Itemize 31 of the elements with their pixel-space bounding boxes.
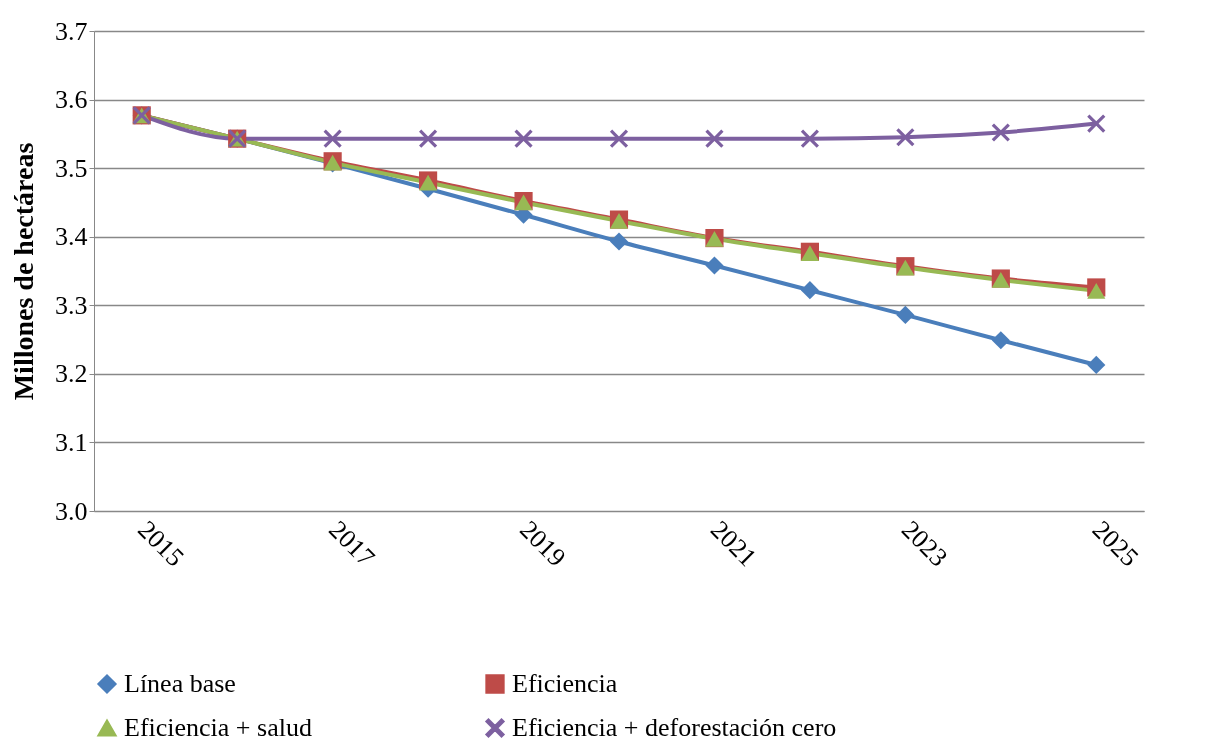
y-tick-label: 3.1: [55, 427, 88, 457]
legend-label: Eficiencia: [512, 669, 618, 698]
y-axis-title: Millones de hectáreas: [8, 142, 39, 401]
point: [323, 129, 342, 148]
point: [1087, 114, 1106, 133]
y-tick-label: 3.3: [55, 290, 88, 320]
y-tick-label: 3.0: [55, 496, 88, 526]
y-tick-label: 3.6: [55, 85, 88, 115]
legend-label: Eficiencia + deforestación cero: [512, 713, 837, 742]
point: [1087, 355, 1106, 375]
point: [609, 129, 629, 148]
point: [896, 128, 915, 147]
point: [705, 256, 724, 275]
point: [800, 281, 819, 300]
y-tick-label: 3.4: [55, 222, 88, 252]
point: [514, 129, 533, 148]
point: [991, 123, 1010, 142]
point: [705, 129, 724, 148]
point: [800, 129, 819, 148]
point: [991, 331, 1010, 350]
point: [896, 305, 915, 324]
y-tick-label: 3.5: [55, 153, 88, 183]
point: [1087, 283, 1106, 299]
point: [609, 232, 629, 251]
legend-label: Línea base: [124, 669, 236, 698]
legend-label: Eficiencia + salud: [124, 713, 312, 742]
point: [419, 129, 438, 148]
y-tick-label: 3.7: [55, 16, 88, 46]
x-tick-label: 2017: [323, 514, 381, 573]
x-tick-label: 2019: [514, 514, 572, 573]
y-tick-label: 3.2: [55, 359, 88, 389]
